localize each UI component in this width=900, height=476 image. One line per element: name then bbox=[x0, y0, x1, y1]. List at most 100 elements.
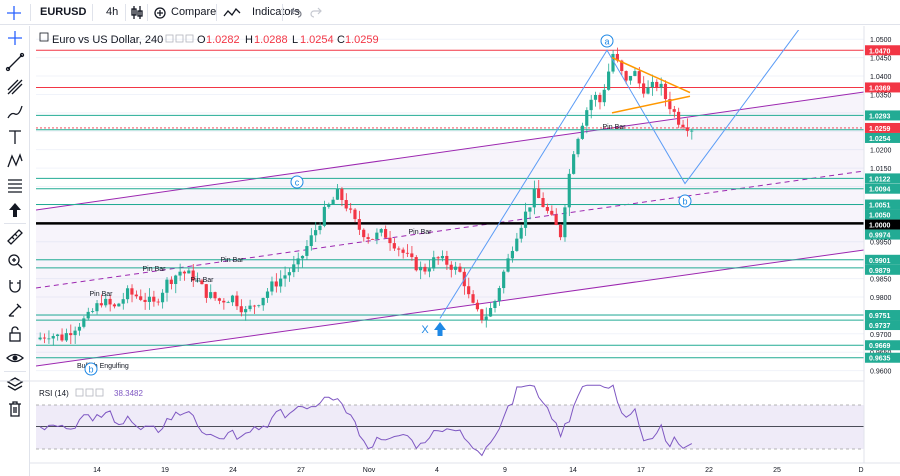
candle-body bbox=[397, 248, 401, 250]
candle-body bbox=[545, 207, 549, 211]
ruler-tool-icon[interactable] bbox=[5, 227, 25, 247]
candle-body bbox=[300, 255, 305, 259]
candle-body bbox=[222, 300, 226, 303]
pitchfork-tool-icon[interactable] bbox=[5, 77, 25, 97]
candle-body bbox=[519, 227, 523, 239]
triangle-upper-line bbox=[611, 56, 691, 94]
candle-body bbox=[602, 89, 606, 103]
trash-icon[interactable] bbox=[5, 399, 25, 419]
crosshair-tool-icon[interactable] bbox=[5, 28, 25, 48]
indicators-icon[interactable] bbox=[223, 6, 241, 20]
candle-body bbox=[392, 243, 396, 249]
candle-body bbox=[624, 71, 628, 81]
zoom-in-icon[interactable] bbox=[5, 251, 25, 271]
candle-body bbox=[528, 207, 532, 212]
time-tick-label: 25 bbox=[773, 467, 781, 474]
up-arrow-icon bbox=[434, 322, 446, 336]
candle-body bbox=[195, 280, 200, 282]
legend-settings-icon[interactable] bbox=[165, 34, 174, 43]
stay-in-drawing-icon[interactable] bbox=[5, 300, 25, 320]
chart-legend: Euro vs US Dollar, 240 O 1.0282 H 1.0288… bbox=[39, 32, 379, 46]
candle-body bbox=[261, 297, 265, 306]
price-badge bbox=[865, 199, 900, 210]
pin-bar-label: Pin Bar bbox=[603, 124, 627, 131]
pin-bar-label: Pin Bar bbox=[143, 266, 167, 273]
candle-body bbox=[554, 214, 558, 226]
eye-icon[interactable] bbox=[5, 348, 25, 368]
price-axis: 1.05001.04501.04001.03501.03001.02501.02… bbox=[863, 26, 900, 463]
candle-body bbox=[563, 207, 567, 238]
brush-tool-icon[interactable] bbox=[5, 102, 25, 122]
text-tool-icon[interactable] bbox=[5, 127, 25, 147]
arrow-tool-icon[interactable] bbox=[5, 200, 25, 220]
candle-body bbox=[532, 188, 536, 208]
candle-body bbox=[558, 225, 563, 238]
candle-body bbox=[200, 280, 204, 285]
candle-body bbox=[655, 81, 659, 88]
candle-body bbox=[668, 99, 672, 110]
candle-body bbox=[467, 286, 471, 295]
price-axis-background bbox=[864, 26, 900, 463]
candle-body bbox=[209, 292, 213, 298]
bullish-engulfing-label: Bullish Engulfing bbox=[77, 363, 129, 370]
time-axis: 14 19 24 27 Nov 4 9 14 17 22 25 D bbox=[30, 462, 900, 474]
candle-body bbox=[335, 188, 340, 200]
lock-icon[interactable] bbox=[5, 324, 25, 344]
price-badge-label: 0.9901 bbox=[869, 258, 891, 265]
candle-body bbox=[523, 211, 528, 228]
interval-button[interactable]: 4h bbox=[106, 6, 119, 18]
compare-button[interactable]: Compare bbox=[171, 6, 217, 18]
redo-icon[interactable] bbox=[310, 6, 322, 18]
candle-body bbox=[607, 71, 611, 90]
undo-icon[interactable] bbox=[290, 6, 302, 18]
candle-body bbox=[204, 284, 208, 298]
candle-body bbox=[235, 295, 239, 307]
rsi-more-icon[interactable] bbox=[95, 388, 104, 397]
pin-bar-label: Pin Bar bbox=[90, 291, 114, 298]
trend-line-tool-icon[interactable] bbox=[5, 52, 25, 72]
symbol-search-button[interactable]: EURUSD bbox=[40, 6, 87, 18]
candle-body bbox=[182, 271, 186, 274]
candle-body bbox=[117, 303, 121, 307]
candle-body bbox=[349, 208, 353, 210]
legend-more-icon[interactable] bbox=[185, 34, 194, 43]
pin-bar-label: Pin Bar bbox=[191, 277, 215, 284]
rsi-legend: RSI (14) 38.3482 bbox=[39, 388, 143, 398]
candle-body bbox=[230, 295, 235, 303]
candle-style-icon[interactable] bbox=[130, 5, 144, 20]
collapse-legend-icon[interactable] bbox=[39, 32, 49, 42]
time-tick-label: 17 bbox=[637, 467, 645, 474]
indicators-button[interactable]: Indicators bbox=[252, 6, 300, 18]
legend-open-value: 1.0282 bbox=[206, 34, 240, 46]
magnet-icon[interactable] bbox=[5, 276, 25, 296]
candle-body bbox=[576, 138, 580, 155]
rsi-hide-icon[interactable] bbox=[85, 388, 94, 397]
pattern-tool-icon[interactable] bbox=[5, 151, 25, 171]
candle-body bbox=[628, 75, 633, 81]
candle-body bbox=[287, 272, 291, 276]
price-badge-label: 1.0470 bbox=[869, 48, 891, 55]
rsi-settings-icon[interactable] bbox=[75, 388, 84, 397]
candle-body bbox=[685, 127, 689, 131]
fib-tool-icon[interactable] bbox=[5, 176, 25, 196]
crosshair-menu-icon[interactable] bbox=[6, 5, 22, 21]
candle-body bbox=[440, 255, 445, 259]
candle-body bbox=[82, 318, 86, 327]
compare-icon[interactable] bbox=[153, 6, 167, 20]
candle-body bbox=[47, 338, 51, 340]
legend-high-value: 1.0288 bbox=[254, 34, 288, 46]
candle-body bbox=[139, 296, 143, 300]
candle-body bbox=[296, 258, 300, 265]
candle-body bbox=[283, 275, 287, 279]
legend-high-label: H bbox=[245, 34, 253, 46]
candle-body bbox=[121, 299, 125, 304]
wave-b-label-circle bbox=[678, 194, 692, 208]
legend-close-value: 1.0259 bbox=[345, 34, 379, 46]
toolbar-separator bbox=[216, 4, 217, 21]
candle-body bbox=[401, 249, 405, 253]
candle-body bbox=[383, 229, 388, 238]
legend-hide-icon[interactable] bbox=[175, 34, 184, 43]
price-badge bbox=[865, 254, 900, 265]
price-badge bbox=[865, 340, 900, 351]
